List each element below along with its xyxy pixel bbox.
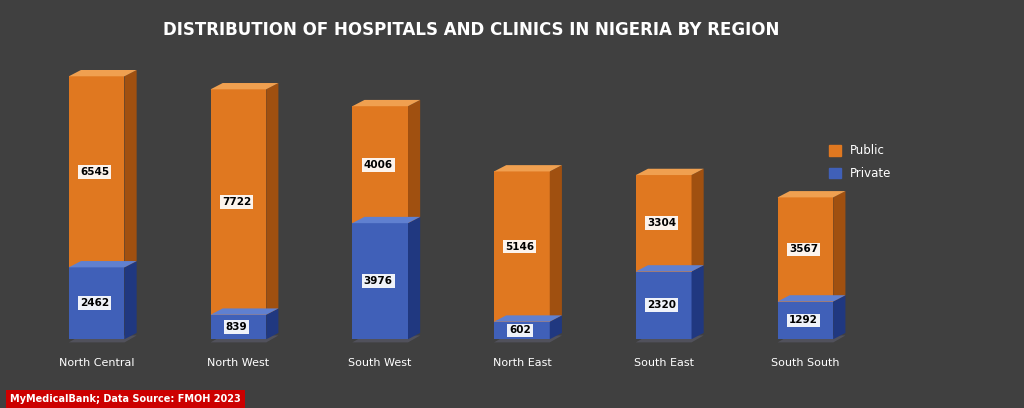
Polygon shape — [494, 315, 562, 322]
Polygon shape — [691, 265, 703, 339]
Text: MyMedicalBank; Data Source: FMOH 2023: MyMedicalBank; Data Source: FMOH 2023 — [10, 394, 241, 404]
Polygon shape — [211, 315, 266, 339]
Polygon shape — [636, 271, 691, 339]
Text: 5146: 5146 — [505, 242, 535, 252]
Polygon shape — [636, 265, 703, 271]
Polygon shape — [636, 175, 691, 271]
Polygon shape — [211, 89, 266, 315]
Polygon shape — [777, 197, 834, 302]
Polygon shape — [408, 217, 420, 339]
Polygon shape — [69, 261, 136, 267]
Polygon shape — [352, 335, 420, 342]
Text: 839: 839 — [225, 322, 247, 332]
Polygon shape — [691, 169, 703, 271]
Polygon shape — [494, 171, 550, 322]
Text: 2320: 2320 — [647, 300, 676, 310]
Polygon shape — [69, 76, 125, 267]
Polygon shape — [834, 191, 846, 302]
Polygon shape — [408, 100, 420, 223]
Polygon shape — [636, 169, 703, 175]
Polygon shape — [352, 106, 408, 223]
Polygon shape — [777, 335, 846, 342]
Legend: Public, Private: Public, Private — [825, 141, 895, 184]
Text: 3976: 3976 — [364, 276, 392, 286]
Polygon shape — [834, 295, 846, 339]
Polygon shape — [494, 322, 550, 339]
Polygon shape — [777, 295, 846, 302]
Polygon shape — [69, 335, 136, 342]
Text: 2462: 2462 — [80, 298, 110, 308]
Polygon shape — [352, 217, 420, 223]
Polygon shape — [266, 83, 279, 315]
Text: 1292: 1292 — [788, 315, 818, 325]
Polygon shape — [211, 335, 279, 342]
Polygon shape — [69, 70, 136, 76]
Text: 7722: 7722 — [222, 197, 251, 207]
Polygon shape — [125, 70, 136, 267]
Polygon shape — [125, 261, 136, 339]
Text: 3567: 3567 — [788, 244, 818, 255]
Polygon shape — [211, 83, 279, 89]
Polygon shape — [494, 165, 562, 171]
Polygon shape — [266, 308, 279, 339]
Polygon shape — [352, 100, 420, 106]
Polygon shape — [550, 315, 562, 339]
Polygon shape — [777, 191, 846, 197]
Polygon shape — [69, 267, 125, 339]
Title: DISTRIBUTION OF HOSPITALS AND CLINICS IN NIGERIA BY REGION: DISTRIBUTION OF HOSPITALS AND CLINICS IN… — [163, 21, 779, 39]
Polygon shape — [494, 335, 562, 342]
Polygon shape — [211, 308, 279, 315]
Text: 6545: 6545 — [80, 167, 110, 177]
Polygon shape — [352, 223, 408, 339]
Polygon shape — [777, 302, 834, 339]
Polygon shape — [550, 165, 562, 322]
Text: 602: 602 — [509, 326, 530, 335]
Text: 4006: 4006 — [364, 160, 392, 170]
Text: 3304: 3304 — [647, 218, 676, 228]
Polygon shape — [636, 335, 703, 342]
